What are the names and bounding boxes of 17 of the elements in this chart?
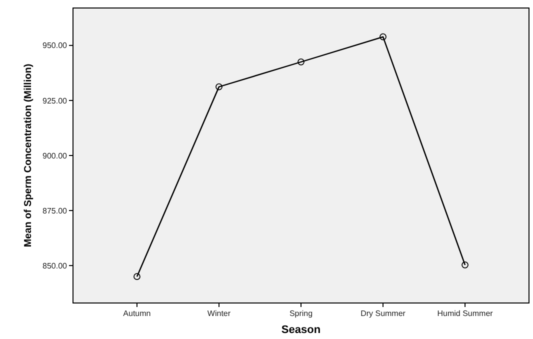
- x-tick-label: Winter: [207, 309, 231, 318]
- x-tick-label: Humid Summer: [437, 309, 494, 318]
- x-tick-label: Spring: [289, 309, 313, 318]
- point: [298, 58, 304, 66]
- y-axis-title: Mean of Sperm Concentration (Million): [23, 64, 34, 248]
- x-tick-label: Autumn: [123, 309, 151, 318]
- x-tick-label: Dry Summer: [360, 309, 406, 318]
- y-tick-label: 875.00: [42, 206, 68, 216]
- point: [462, 261, 468, 268]
- y-tick-label: 950.00: [42, 41, 68, 50]
- point: [134, 273, 140, 280]
- y-tick-label: 900.00: [42, 151, 68, 160]
- point: [380, 33, 386, 40]
- y-tick-label: 925.00: [42, 96, 68, 106]
- point: [216, 83, 222, 90]
- y-tick-label: 850.00: [42, 261, 68, 270]
- x-axis-title: Season: [281, 324, 321, 336]
